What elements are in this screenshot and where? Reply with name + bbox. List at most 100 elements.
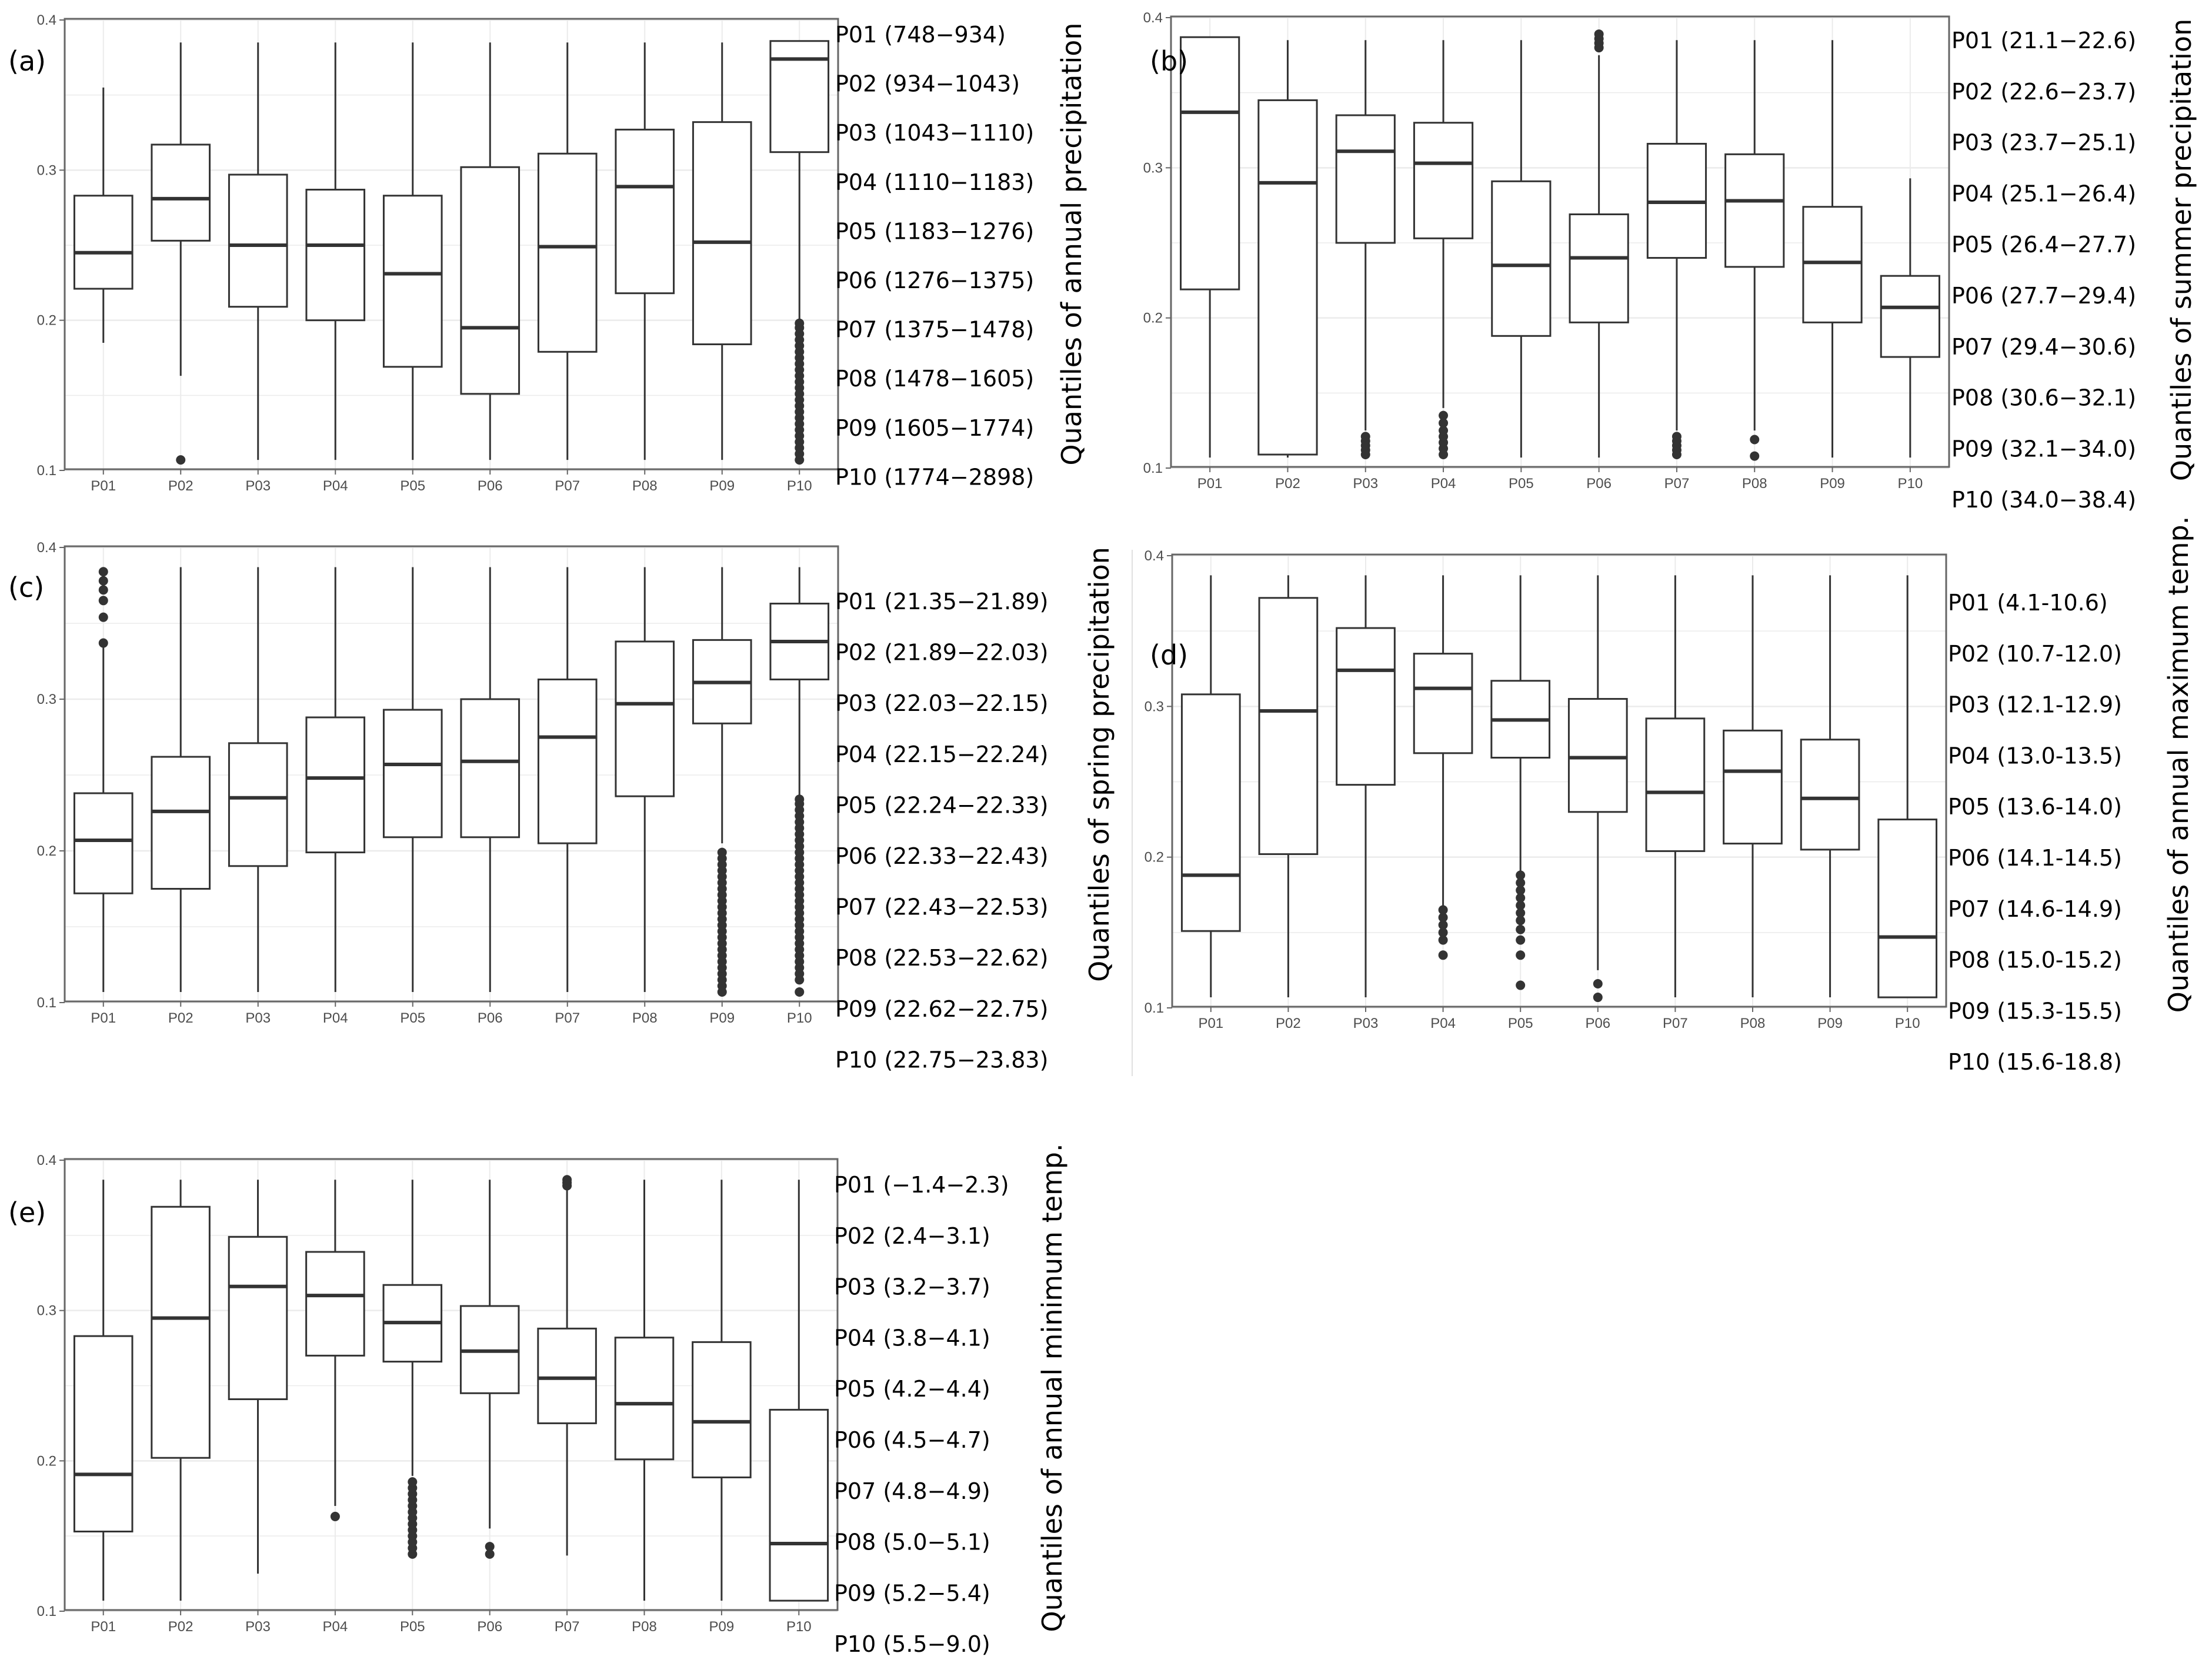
- outlier-point: [1593, 978, 1603, 988]
- legend-entry: P04 (1110−1183): [835, 169, 1034, 195]
- panel-label: (d): [1150, 639, 1188, 671]
- x-tick-label: P09: [709, 478, 735, 494]
- outlier-point: [1438, 935, 1448, 945]
- outlier-point: [1516, 878, 1526, 888]
- legend-entry: P10 (34.0−38.4): [1951, 487, 2136, 513]
- box-p04: [305, 1180, 365, 1521]
- box-iqr: [769, 1408, 829, 1602]
- quantile-legend: P01 (21.35−21.89) P02 (21.89−22.03) P03 (2…: [835, 589, 1048, 1073]
- x-tick-label: P07: [555, 1010, 580, 1026]
- legend-entry: P07 (4.8−4.9): [834, 1478, 990, 1504]
- box-p05: [382, 1180, 443, 1559]
- box-p05: [1490, 575, 1551, 990]
- outlier-point: [1360, 432, 1370, 442]
- box-p02: [151, 1180, 211, 1601]
- x-tick-label: P05: [400, 478, 425, 494]
- outlier-point: [98, 612, 108, 622]
- x-tick-label: P02: [168, 1010, 193, 1026]
- legend-entry: P05 (26.4−27.7): [1951, 232, 2136, 258]
- box-iqr: [1800, 739, 1860, 851]
- x-tick-label: P07: [555, 478, 580, 494]
- box-iqr: [1491, 180, 1552, 337]
- box-p07: [537, 42, 598, 460]
- box-iqr: [460, 698, 521, 839]
- outlier-point: [1439, 426, 1449, 436]
- panel-label: (c): [8, 572, 44, 603]
- y-tick-label: 0.1: [1143, 460, 1163, 476]
- legend-entry: P09 (15.3-15.5): [1948, 998, 2122, 1024]
- outlier-point: [1438, 913, 1448, 923]
- box-p10: [769, 40, 830, 465]
- box-p03: [1335, 40, 1396, 460]
- legend-entry: P02 (22.6−23.7): [1951, 79, 2136, 105]
- outlier-point: [1594, 29, 1604, 39]
- box-iqr: [228, 742, 288, 867]
- box-iqr: [1802, 206, 1863, 323]
- outlier-point: [1516, 924, 1526, 934]
- box-iqr: [382, 195, 443, 368]
- box-iqr: [1724, 153, 1785, 268]
- legend-entry: P08 (22.53−22.62): [835, 945, 1048, 971]
- x-tick-label: P02: [1275, 476, 1300, 492]
- box-p10: [1880, 178, 1940, 458]
- outlier-point: [1438, 920, 1448, 930]
- y-tick-label: 0.1: [1145, 1000, 1164, 1016]
- x-tick-label: P07: [555, 1619, 580, 1635]
- legend-entry: P09 (32.1−34.0): [1951, 436, 2136, 462]
- outlier-point: [330, 1511, 340, 1521]
- x-tick-label: P04: [323, 1619, 348, 1635]
- legend-entry: P08 (5.0−5.1): [834, 1529, 990, 1555]
- legend-entry: P09 (1605−1774): [835, 415, 1034, 441]
- box-p09: [692, 1180, 752, 1601]
- legend-entry: P10 (1774−2898): [835, 464, 1034, 490]
- legend-entry: P06 (22.33−22.43): [835, 843, 1048, 869]
- y-tick-label: 0.3: [37, 692, 56, 707]
- x-tick-label: P02: [168, 478, 193, 494]
- x-tick-label: P07: [1663, 1016, 1688, 1031]
- y-tick-label: 0.4: [37, 1153, 56, 1168]
- box-p09: [692, 42, 752, 460]
- legend-entry: P03 (1043−1110): [835, 120, 1034, 146]
- box-iqr: [305, 1251, 365, 1357]
- box-p06: [459, 1180, 520, 1559]
- legend-entry: P02 (2.4−3.1): [834, 1223, 990, 1249]
- legend-entry: P05 (1183−1276): [835, 218, 1034, 244]
- legend-entry: P05 (22.24−22.33): [835, 792, 1048, 818]
- legend-entry: P04 (3.8−4.1): [834, 1325, 990, 1351]
- box-p05: [382, 567, 443, 992]
- box-p01: [1180, 575, 1241, 998]
- legend-entry: P07 (1375−1478): [835, 317, 1034, 343]
- x-tick-label: P09: [1820, 476, 1845, 492]
- box-p03: [228, 42, 288, 460]
- box-p07: [1646, 40, 1707, 460]
- outlier-point: [1516, 980, 1526, 990]
- box-iqr: [151, 143, 211, 242]
- legend-entry: P07 (14.6-14.9): [1948, 896, 2122, 922]
- plot-border: [1171, 553, 1947, 1008]
- legend-entry: P03 (22.03−22.15): [835, 690, 1048, 716]
- outlier-point: [98, 638, 108, 648]
- x-tick-label: P07: [1664, 476, 1690, 492]
- legend-entry: P01 (−1.4−2.3): [834, 1172, 1009, 1198]
- box-p08: [1723, 575, 1783, 998]
- outlier-point: [1439, 410, 1449, 420]
- x-tick-label: P09: [1817, 1016, 1843, 1031]
- legend-entry: P10 (22.75−23.83): [835, 1047, 1048, 1073]
- y-tick-label: 0.4: [1145, 548, 1164, 564]
- box-p01: [73, 1180, 134, 1601]
- x-tick-label: P03: [1353, 476, 1378, 492]
- x-tick-label: P05: [1508, 1016, 1533, 1031]
- box-p03: [228, 1180, 288, 1574]
- panel-label: (e): [8, 1197, 46, 1228]
- y-tick-label: 0.3: [1145, 699, 1164, 714]
- x-tick-label: P03: [1353, 1016, 1379, 1031]
- x-tick-label: P03: [245, 1010, 271, 1026]
- box-iqr: [692, 1341, 752, 1478]
- outlier-point: [1438, 950, 1448, 960]
- outlier-point: [1671, 432, 1681, 442]
- box-iqr: [382, 709, 443, 839]
- y-tick-label: 0.1: [37, 1604, 56, 1619]
- outlier-point: [176, 455, 186, 465]
- box-iqr: [1645, 717, 1706, 852]
- x-tick-label: P01: [91, 478, 116, 494]
